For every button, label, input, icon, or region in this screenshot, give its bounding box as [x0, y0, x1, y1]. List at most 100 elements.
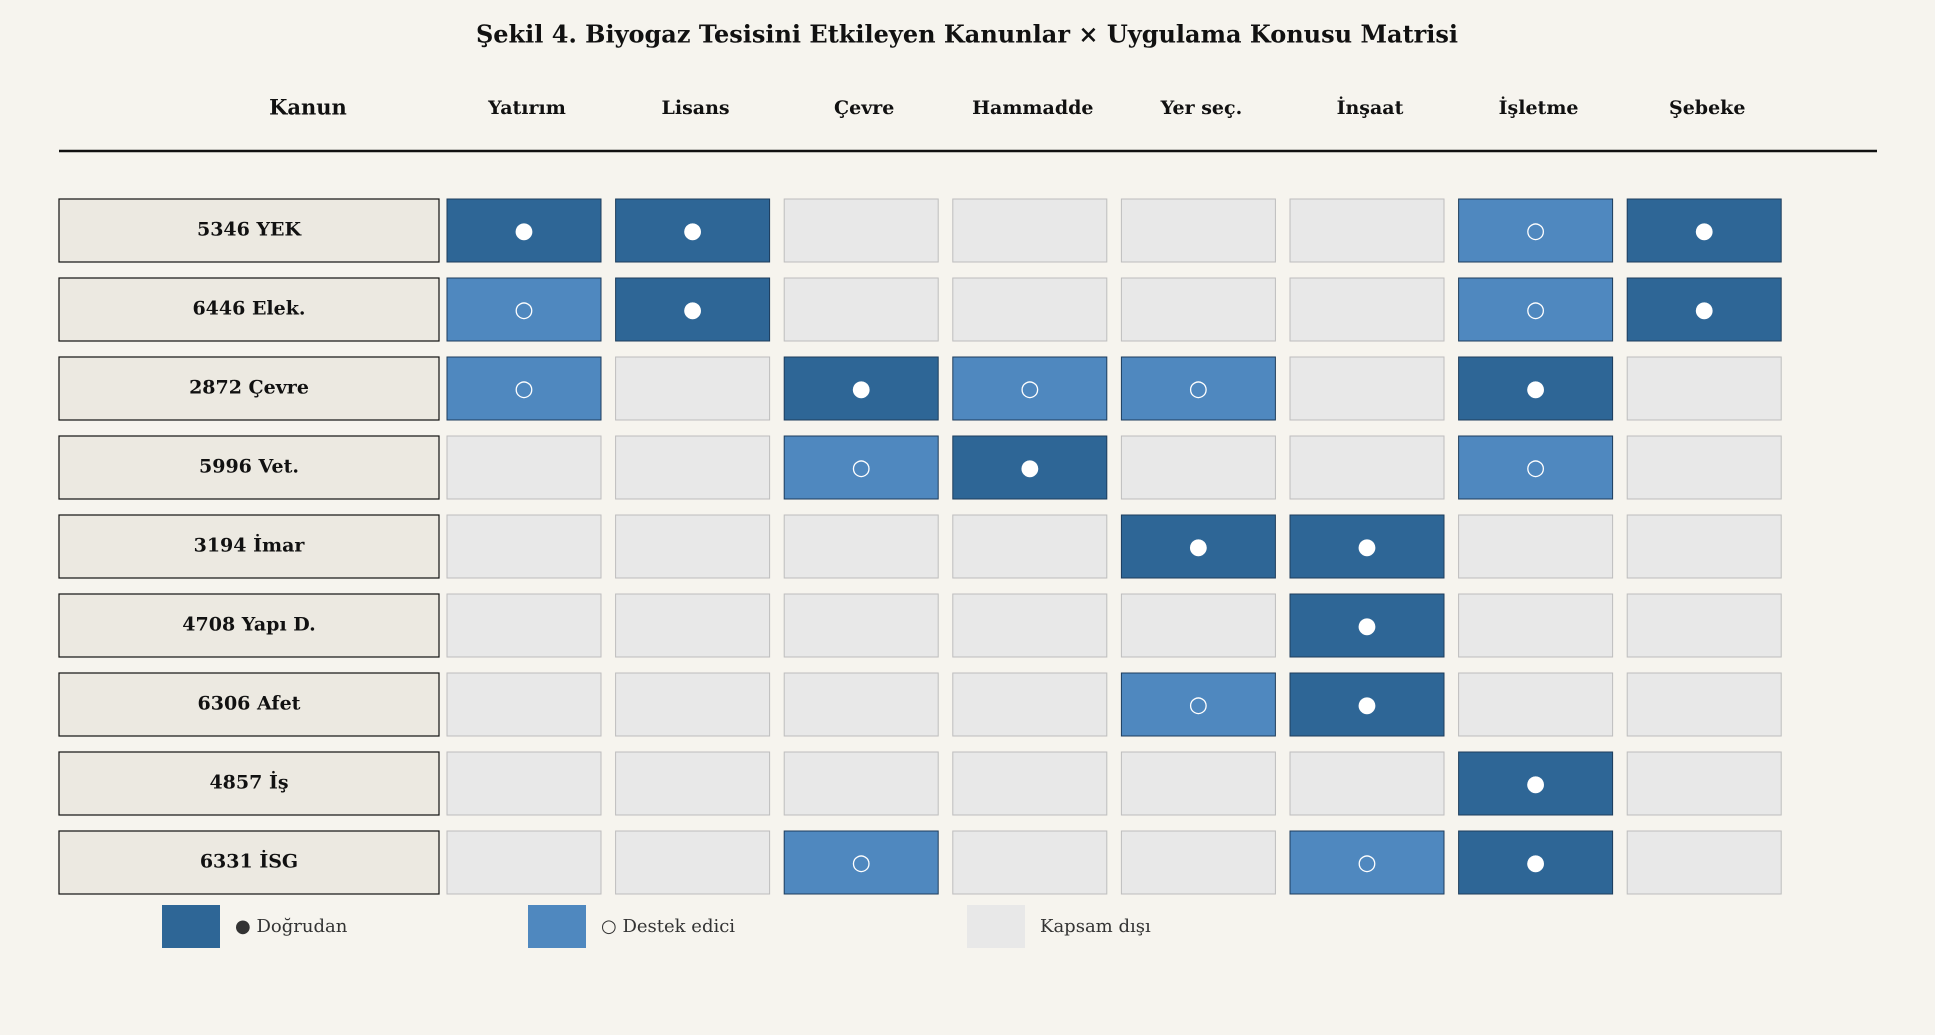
- matrix-cell: [1120, 198, 1276, 263]
- matrix-cell: [952, 514, 1108, 579]
- cell-symbol: ●: [514, 219, 533, 244]
- matrix-cell: [615, 751, 771, 816]
- cell-symbol: ●: [852, 377, 871, 402]
- matrix-cell: [1626, 277, 1782, 342]
- column-header: Yatırım: [487, 97, 566, 119]
- matrix-cell: [1626, 751, 1782, 816]
- matrix-cell: [446, 277, 602, 342]
- column-header: Hammadde: [972, 97, 1093, 119]
- matrix-cell: [783, 830, 939, 895]
- cell-symbol: ●: [1695, 298, 1714, 323]
- cell-symbol: ●: [683, 298, 702, 323]
- matrix-cell: [783, 198, 939, 263]
- row-label: 5346 YEK: [197, 219, 303, 241]
- column-header: İnşaat: [1337, 96, 1404, 119]
- matrix-cell: [446, 514, 602, 579]
- cell-symbol: ●: [1357, 535, 1376, 560]
- matrix-cell: [1289, 435, 1445, 500]
- cell-symbol: ●: [1189, 535, 1208, 560]
- row-label-box: [58, 198, 440, 263]
- matrix-cell: [1120, 830, 1276, 895]
- matrix-cell: [952, 672, 1108, 737]
- column-header: Yer seç.: [1160, 97, 1243, 119]
- matrix-cell: [1120, 435, 1276, 500]
- matrix-cell: [1626, 514, 1782, 579]
- matrix-cell: [783, 356, 939, 421]
- matrix-cell: [952, 356, 1108, 421]
- row-label: 4857 İş: [209, 771, 288, 794]
- matrix-cell: [1289, 277, 1445, 342]
- matrix-cell: [1458, 830, 1614, 895]
- matrix-cell: [446, 830, 602, 895]
- matrix-cell: [1289, 593, 1445, 658]
- matrix-cell: [446, 356, 602, 421]
- row-label-box: [58, 830, 440, 895]
- cell-symbol: ○: [1526, 219, 1545, 244]
- matrix-cell: [1458, 198, 1614, 263]
- legend-symbol: ○: [601, 916, 617, 937]
- matrix-cell: [1626, 356, 1782, 421]
- row-label: 3194 İmar: [194, 534, 306, 557]
- matrix-cell: [952, 435, 1108, 500]
- matrix-cell: [1120, 593, 1276, 658]
- matrix-cell: [615, 830, 771, 895]
- row-label-box: [58, 356, 440, 421]
- cell-symbol: ●: [1020, 456, 1039, 481]
- cell-symbol: ●: [1357, 614, 1376, 639]
- row-label: 6446 Elek.: [192, 298, 305, 320]
- column-header: Lisans: [662, 97, 730, 119]
- matrix-cell: [615, 672, 771, 737]
- legend-label: ○ Destek edici: [601, 916, 735, 937]
- legend-symbol: ●: [235, 916, 251, 937]
- row-label: 2872 Çevre: [189, 377, 309, 399]
- legend-text: Kapsam dışı: [1040, 916, 1151, 937]
- row-label-box: [58, 751, 440, 816]
- matrix-cell: [1120, 672, 1276, 737]
- cell-symbol: ●: [1695, 219, 1714, 244]
- cell-symbol: ○: [514, 377, 533, 402]
- matrix-cell: [783, 514, 939, 579]
- cell-symbol: ○: [1189, 377, 1208, 402]
- matrix-cell: [1289, 672, 1445, 737]
- row-label: 6331 İSG: [200, 850, 298, 873]
- matrix-cell: [615, 277, 771, 342]
- row-header: Kanun: [269, 95, 347, 120]
- matrix-cell: [952, 830, 1108, 895]
- legend-text: Doğrudan: [256, 916, 347, 937]
- matrix-cell: [615, 593, 771, 658]
- legend-text: Destek edici: [622, 916, 735, 937]
- row-label-box: [58, 514, 440, 579]
- row-label-box: [58, 672, 440, 737]
- matrix-cell: [1289, 751, 1445, 816]
- matrix-cell: [615, 356, 771, 421]
- matrix-cell: [1120, 356, 1276, 421]
- matrix-cell: [1626, 830, 1782, 895]
- legend-swatch: [967, 905, 1025, 948]
- matrix-cell: [1458, 593, 1614, 658]
- matrix-cell: [446, 435, 602, 500]
- matrix-cell: [446, 751, 602, 816]
- matrix-cell: [1458, 514, 1614, 579]
- matrix-cell: [952, 593, 1108, 658]
- cell-symbol: ○: [1357, 851, 1376, 876]
- matrix-cell: [952, 198, 1108, 263]
- matrix-cell: [1458, 435, 1614, 500]
- matrix-cell: [1289, 514, 1445, 579]
- cell-symbol: ○: [1189, 693, 1208, 718]
- row-label: 5996 Vet.: [199, 456, 299, 478]
- legend-swatch: [528, 905, 586, 948]
- matrix-cell: [952, 277, 1108, 342]
- matrix-cell: [1626, 198, 1782, 263]
- column-header: Çevre: [834, 97, 894, 119]
- legend-label: Kapsam dışı: [1040, 916, 1151, 937]
- cell-symbol: ●: [1526, 851, 1545, 876]
- cell-symbol: ○: [514, 298, 533, 323]
- matrix-cell: [1458, 751, 1614, 816]
- cell-symbol: ●: [1526, 377, 1545, 402]
- row-label-box: [58, 277, 440, 342]
- matrix-cell: [1458, 277, 1614, 342]
- matrix-cell: [1289, 356, 1445, 421]
- legend-label: ● Doğrudan: [235, 916, 348, 937]
- column-header: Şebeke: [1669, 97, 1745, 119]
- matrix-cell: [615, 198, 771, 263]
